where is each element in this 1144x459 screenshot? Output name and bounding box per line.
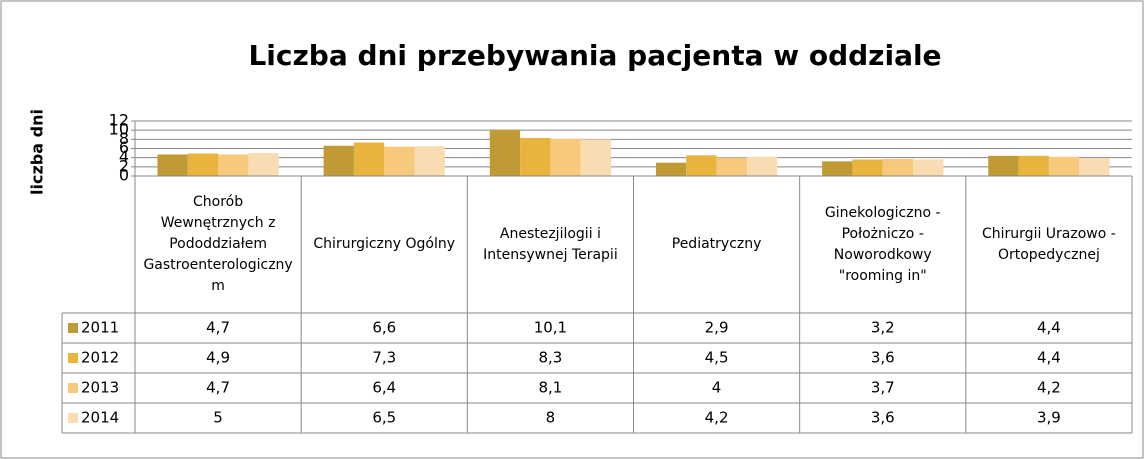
table-value: 4,9	[206, 349, 230, 367]
legend-label: 2011	[81, 319, 119, 337]
table-value: 3,7	[871, 379, 895, 397]
category-label: Chirurgiczny Ogólny	[313, 236, 456, 252]
table-value: 4	[712, 379, 722, 397]
bar	[384, 146, 415, 176]
legend-key	[68, 413, 78, 423]
table-value: 4,5	[705, 349, 729, 367]
y-tick-label: 4	[119, 147, 129, 166]
y-tick-label: 0	[119, 166, 129, 185]
table-value: 3,6	[871, 349, 895, 367]
y-tick-label: 6	[119, 138, 129, 157]
table-value: 3,2	[871, 319, 895, 337]
category-label: Chorób Wewnętrznych z Pododdziałem Gastr…	[143, 194, 293, 294]
y-axis-label: liczba dni	[28, 109, 47, 195]
y-tick-label: 10	[109, 120, 129, 139]
legend-label: 2012	[81, 349, 119, 367]
y-tick-label: 12	[109, 111, 129, 130]
table-value: 7,3	[372, 349, 396, 367]
bar	[852, 159, 883, 176]
y-tick-label: 2	[119, 156, 129, 175]
bar	[716, 157, 747, 176]
table-value: 6,4	[372, 379, 396, 397]
table-value: 4,4	[1037, 319, 1061, 337]
bar	[1079, 158, 1110, 176]
table-value: 4,2	[1037, 379, 1061, 397]
bar	[913, 159, 944, 176]
bar	[1048, 156, 1080, 176]
bar	[218, 154, 249, 176]
bar	[248, 153, 279, 176]
bar	[323, 145, 354, 176]
table-value: 3,9	[1037, 409, 1061, 427]
bar	[746, 156, 778, 176]
table-value: 8	[546, 409, 556, 427]
table-value: 4,4	[1037, 349, 1061, 367]
table-value: 3,6	[871, 409, 895, 427]
table-value: 4,7	[206, 379, 230, 397]
bar	[580, 139, 612, 176]
legend-key	[68, 353, 78, 363]
category-label: Chirurgii Urazowo - Ortopedycznej	[982, 225, 1116, 263]
table-value: 4,7	[206, 319, 230, 337]
bar	[882, 159, 914, 176]
bar	[353, 142, 385, 176]
category-label: Anestezjilogii i Intensywnej Terapii	[483, 225, 618, 263]
bar	[822, 161, 853, 176]
bar	[988, 155, 1019, 176]
table-value: 8,1	[538, 379, 562, 397]
legend-label: 2013	[81, 379, 119, 397]
table-value: 2,9	[705, 319, 729, 337]
table-value: 5	[213, 409, 223, 427]
table-value: 6,6	[372, 319, 396, 337]
legend-label: 2014	[81, 409, 119, 427]
bar	[157, 154, 188, 176]
bar	[550, 138, 581, 176]
bar	[489, 129, 521, 176]
bar	[1018, 155, 1049, 176]
bar	[414, 146, 445, 176]
bar	[520, 137, 551, 176]
category-label: Pediatryczny	[671, 236, 762, 252]
bar	[655, 162, 687, 176]
table-value: 6,5	[372, 409, 396, 427]
table-value: 4,2	[705, 409, 729, 427]
bar	[686, 155, 717, 176]
legend-key	[68, 383, 78, 393]
legend-key	[68, 323, 78, 333]
category-label: Ginekologiczno - Położniczo - Noworodkow…	[824, 204, 941, 284]
bar	[187, 153, 219, 176]
y-tick-label: 8	[119, 129, 129, 148]
table-value: 10,1	[534, 319, 567, 337]
table-value: 8,3	[538, 349, 562, 367]
chart-title: Liczba dni przebywania pacjenta w oddzia…	[248, 39, 941, 72]
